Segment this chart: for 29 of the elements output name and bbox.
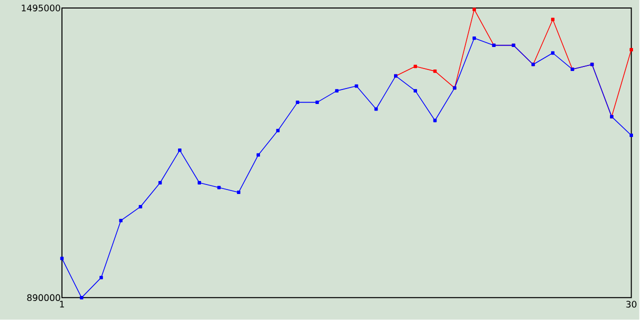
point — [630, 134, 634, 138]
point — [198, 181, 202, 185]
x-tick-label: 30 — [626, 301, 636, 308]
point — [138, 205, 142, 209]
point — [414, 89, 418, 93]
point — [433, 70, 437, 74]
point — [354, 84, 358, 88]
point — [119, 219, 123, 222]
point — [472, 36, 476, 40]
point — [374, 107, 378, 111]
point — [178, 148, 182, 152]
point — [296, 100, 300, 104]
point — [276, 129, 280, 132]
x-tick-label: 1 — [60, 301, 64, 308]
point — [551, 18, 554, 22]
point — [236, 190, 240, 194]
point — [335, 89, 339, 93]
point — [256, 153, 260, 157]
y-tick-label: 890000 — [27, 294, 60, 302]
point — [100, 276, 103, 280]
point — [472, 8, 476, 12]
point — [315, 100, 319, 104]
y-tick-label: 1495000 — [22, 4, 60, 12]
point — [80, 296, 84, 300]
point — [158, 181, 162, 185]
point — [630, 48, 634, 52]
point — [551, 51, 554, 55]
point — [414, 64, 418, 68]
point — [60, 256, 64, 260]
